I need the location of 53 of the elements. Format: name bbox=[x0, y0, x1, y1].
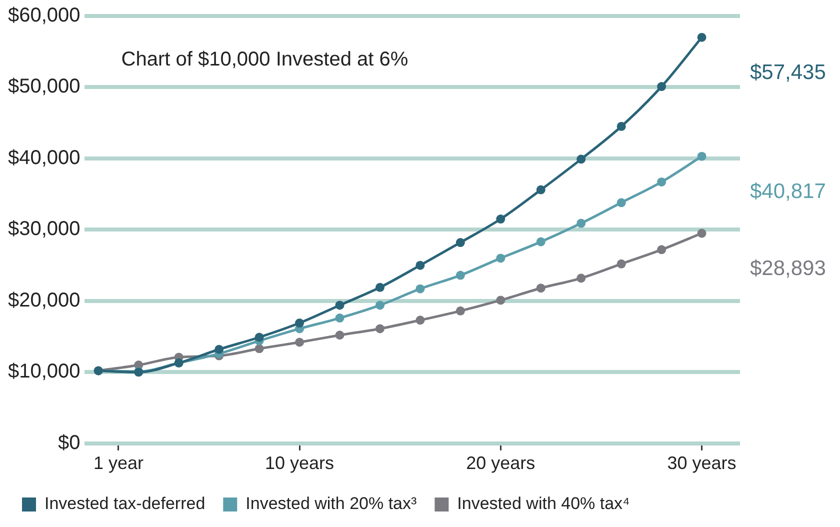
point bbox=[536, 284, 546, 293]
point bbox=[456, 270, 465, 280]
point bbox=[576, 154, 586, 164]
point bbox=[616, 198, 626, 208]
y-tick-label: $40,000 bbox=[8, 146, 80, 169]
y-tick-label: $30,000 bbox=[8, 218, 80, 240]
point bbox=[254, 344, 264, 354]
point bbox=[576, 274, 586, 283]
point bbox=[335, 314, 344, 323]
point bbox=[335, 300, 344, 310]
y-tick-label: $50,000 bbox=[8, 76, 80, 98]
point bbox=[496, 296, 506, 305]
point bbox=[375, 282, 384, 292]
point bbox=[254, 332, 264, 342]
legend-label: Invested with 20% tax³ bbox=[246, 494, 418, 514]
point bbox=[416, 284, 425, 294]
text: $28,893 bbox=[750, 257, 826, 280]
point bbox=[697, 152, 706, 161]
point bbox=[616, 122, 626, 131]
legend-label: Invested with 40% tax⁴ bbox=[457, 494, 630, 514]
x-tick-label: 1 year bbox=[93, 453, 144, 474]
point bbox=[657, 82, 666, 92]
point bbox=[657, 245, 666, 254]
point bbox=[375, 300, 384, 310]
point bbox=[496, 214, 506, 224]
point bbox=[456, 306, 465, 316]
y-tick-label: $0 bbox=[58, 432, 80, 454]
x-tick-label: 10 years bbox=[264, 453, 334, 474]
point bbox=[416, 260, 425, 270]
text: $40,817 bbox=[750, 180, 826, 204]
point bbox=[416, 316, 425, 325]
point bbox=[335, 330, 344, 340]
text: Chart of $10,000 Invested at 6% bbox=[121, 48, 408, 71]
x-tick-label: 30 years bbox=[667, 453, 736, 474]
point bbox=[375, 324, 384, 334]
point bbox=[697, 228, 706, 238]
x-tick-label: 20 years bbox=[466, 453, 536, 474]
point bbox=[536, 237, 546, 246]
point bbox=[576, 218, 586, 228]
point bbox=[616, 259, 626, 268]
text: $57,435 bbox=[750, 61, 826, 84]
y-tick-label: $20,000 bbox=[8, 289, 80, 312]
y-tick-label: $60,000 bbox=[8, 4, 80, 27]
legend-label: Invested tax-deferred bbox=[44, 494, 206, 514]
point bbox=[496, 254, 506, 263]
point bbox=[295, 318, 304, 328]
point bbox=[536, 185, 546, 194]
point bbox=[295, 338, 304, 347]
point bbox=[214, 344, 224, 354]
point bbox=[657, 177, 666, 186]
point bbox=[456, 238, 465, 248]
point bbox=[697, 32, 706, 42]
y-tick-label: $10,000 bbox=[8, 360, 80, 383]
